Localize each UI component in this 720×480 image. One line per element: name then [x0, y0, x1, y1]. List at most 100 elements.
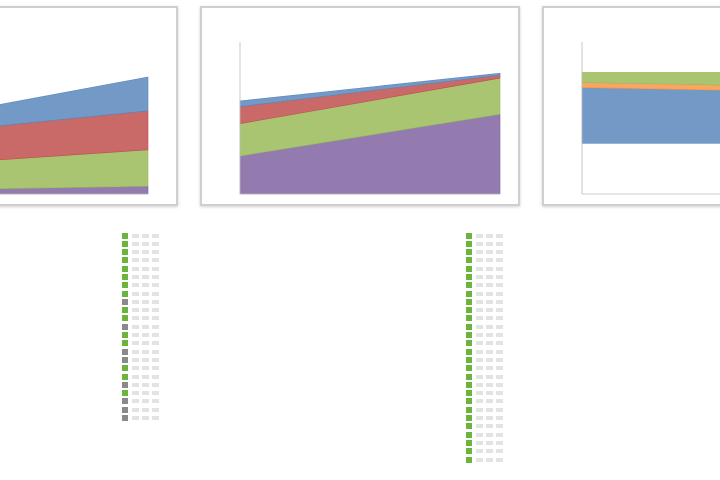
value-cell	[142, 374, 149, 379]
value-cell	[142, 233, 149, 238]
legend-row	[0, 414, 175, 422]
legend-row	[0, 397, 175, 405]
value-cell	[476, 366, 483, 371]
value-cell	[476, 399, 483, 404]
status-indicator	[466, 332, 472, 339]
value-cell	[152, 333, 159, 338]
legend-row	[200, 372, 520, 380]
value-cell	[496, 308, 503, 313]
legend-row	[200, 447, 520, 455]
status-indicator	[466, 257, 472, 264]
legend-row	[200, 314, 520, 322]
legend-row	[0, 264, 175, 272]
value-cell	[496, 407, 503, 412]
value-cell	[486, 291, 493, 296]
value-cell	[142, 341, 149, 346]
legend-row	[0, 380, 175, 388]
chart-3-area-series-3	[581, 72, 720, 86]
value-cell	[476, 274, 483, 279]
value-cell	[132, 416, 139, 421]
chart-3-area-series-1	[581, 87, 720, 144]
value-cell	[132, 233, 139, 238]
value-cell	[486, 349, 493, 354]
value-cell	[142, 416, 149, 421]
legend-row	[200, 264, 520, 272]
value-cell	[476, 333, 483, 338]
value-cell	[486, 266, 493, 271]
status-indicator	[466, 381, 472, 388]
legend-column-2	[200, 231, 520, 463]
value-cell	[132, 357, 139, 362]
value-cell	[132, 274, 139, 279]
status-indicator	[466, 398, 472, 405]
status-indicator	[466, 315, 472, 322]
value-cell	[152, 291, 159, 296]
value-cell	[496, 250, 503, 255]
value-cell	[142, 349, 149, 354]
legend-row	[200, 322, 520, 330]
legend-row	[200, 331, 520, 339]
status-indicator	[466, 423, 472, 430]
legend-row	[200, 455, 520, 463]
legend-row	[200, 430, 520, 438]
legend-row	[200, 414, 520, 422]
chart-card-1	[0, 6, 178, 206]
value-cell	[486, 250, 493, 255]
legend-row	[200, 297, 520, 305]
value-cell	[132, 250, 139, 255]
value-cell	[486, 399, 493, 404]
status-indicator	[122, 240, 128, 247]
value-cell	[486, 357, 493, 362]
value-cell	[152, 357, 159, 362]
legend-row	[200, 347, 520, 355]
status-indicator	[122, 307, 128, 314]
status-indicator	[122, 390, 128, 397]
value-cell	[476, 449, 483, 454]
value-cell	[132, 266, 139, 271]
value-cell	[132, 341, 139, 346]
value-cell	[486, 333, 493, 338]
legend-row	[0, 331, 175, 339]
status-indicator	[122, 373, 128, 380]
legend-row	[0, 372, 175, 380]
status-indicator	[466, 406, 472, 413]
value-cell	[476, 250, 483, 255]
status-indicator	[122, 315, 128, 322]
status-indicator	[466, 390, 472, 397]
value-cell	[132, 366, 139, 371]
value-cell	[476, 416, 483, 421]
value-cell	[142, 274, 149, 279]
value-cell	[152, 374, 159, 379]
value-cell	[152, 283, 159, 288]
legend-row	[200, 256, 520, 264]
value-cell	[142, 324, 149, 329]
value-cell	[496, 233, 503, 238]
legend-row	[200, 438, 520, 446]
value-cell	[496, 416, 503, 421]
value-cell	[486, 341, 493, 346]
value-cell	[496, 283, 503, 288]
value-cell	[152, 399, 159, 404]
value-cell	[486, 241, 493, 246]
value-cell	[152, 274, 159, 279]
value-cell	[152, 233, 159, 238]
value-cell	[476, 266, 483, 271]
legend-row	[0, 405, 175, 413]
legend-row	[200, 248, 520, 256]
value-cell	[132, 291, 139, 296]
value-cell	[152, 366, 159, 371]
value-cell	[142, 299, 149, 304]
value-cell	[152, 382, 159, 387]
value-cell	[142, 250, 149, 255]
value-cell	[142, 399, 149, 404]
value-cell	[132, 407, 139, 412]
value-cell	[486, 432, 493, 437]
value-cell	[496, 399, 503, 404]
value-cell	[152, 349, 159, 354]
status-indicator	[466, 282, 472, 289]
value-cell	[152, 324, 159, 329]
value-cell	[486, 299, 493, 304]
value-cell	[496, 349, 503, 354]
value-cell	[486, 416, 493, 421]
value-cell	[132, 349, 139, 354]
